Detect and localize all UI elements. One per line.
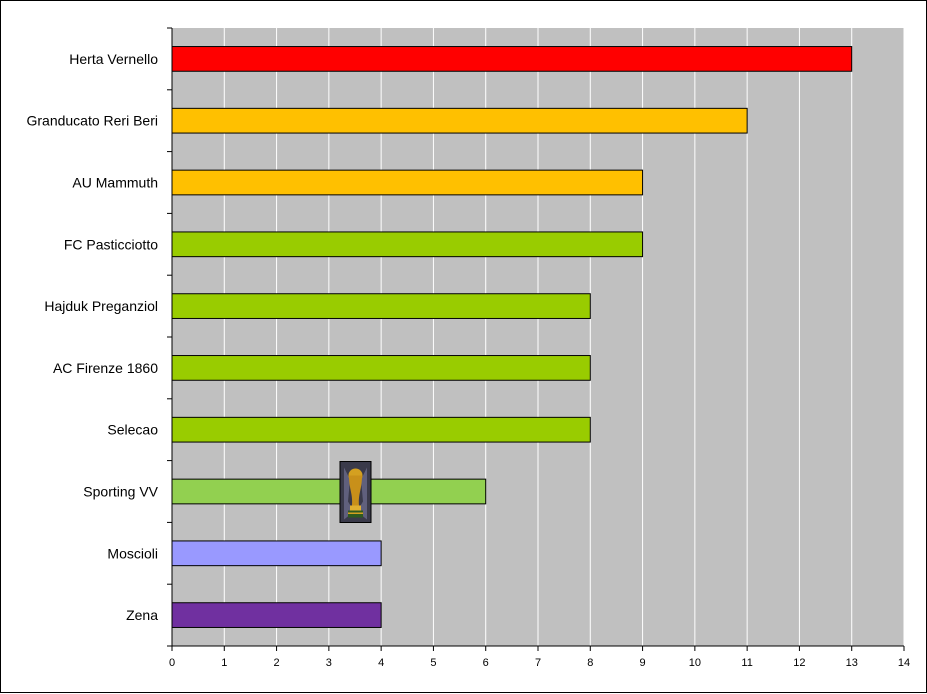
x-tick-label-4: 4 [378,657,384,669]
bars [171,46,853,628]
bar-fc-pasticciotto [171,231,644,258]
x-tick-label-2: 2 [274,657,280,669]
x-tick-label-11: 11 [741,657,752,669]
bar-ac-firenze-1860 [171,355,591,381]
bar-sporting-vv [171,478,487,505]
x-tick-label-9: 9 [640,657,646,669]
category-label-herta-vernello: Herta Vernello [69,51,158,67]
x-tick-label-3: 3 [326,657,332,669]
category-label-granducato-reri-beri: Granducato Reri Beri [26,113,158,129]
world-cup-trophy-icon [339,461,372,523]
bar-granducato-reri-beri [171,107,748,134]
x-tick-label-14: 14 [898,657,910,669]
category-labels: Herta Vernello Granducato Reri Beri AU Mam… [26,51,158,623]
bar-au-mammuth [171,169,644,196]
x-tick-label-10: 10 [689,657,701,669]
bar-moscioli [171,540,382,567]
x-tick-label-5: 5 [430,657,436,669]
x-tick-label-1: 1 [221,657,227,669]
category-label-hajduk-preganziol: Hajduk Preganziol [44,298,158,314]
x-tick-label-8: 8 [587,657,593,669]
category-label-fc-pasticciotto: FC Pasticciotto [64,236,158,252]
x-tick-labels: 0 1 2 3 4 5 6 7 8 9 10 11 12 13 14 [169,657,910,669]
bar-zena [171,602,382,628]
category-label-ac-firenze-1860: AC Firenze 1860 [53,360,158,376]
bar-selecao [171,416,591,443]
x-tick-label-7: 7 [535,657,541,669]
x-tick-label-12: 12 [793,657,805,669]
category-label-sporting-vv: Sporting VV [83,484,158,500]
annotations [339,461,372,523]
x-tick-label-6: 6 [483,657,489,669]
axes [167,27,905,651]
x-tick-label-0: 0 [169,657,175,669]
bar-hajduk-preganziol [171,293,591,319]
bar-herta-vernello [171,46,853,72]
category-label-moscioli: Moscioli [107,545,158,561]
x-tick-label-13: 13 [846,657,858,669]
category-label-zena: Zena [126,607,158,623]
category-label-au-mammuth: AU Mammuth [72,175,158,191]
category-label-selecao: Selecao [107,422,158,438]
